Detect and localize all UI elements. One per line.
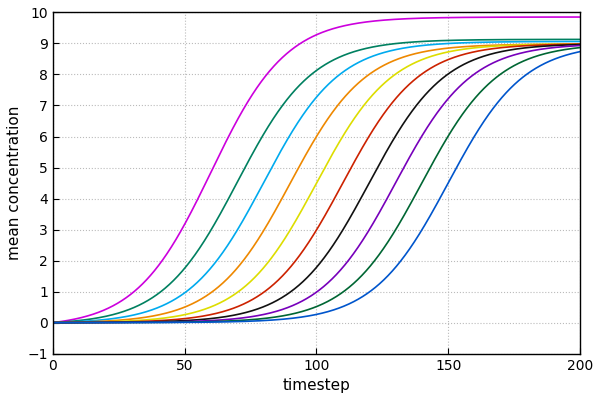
X-axis label: timestep: timestep xyxy=(283,378,350,393)
Y-axis label: mean concentration: mean concentration xyxy=(7,106,22,260)
